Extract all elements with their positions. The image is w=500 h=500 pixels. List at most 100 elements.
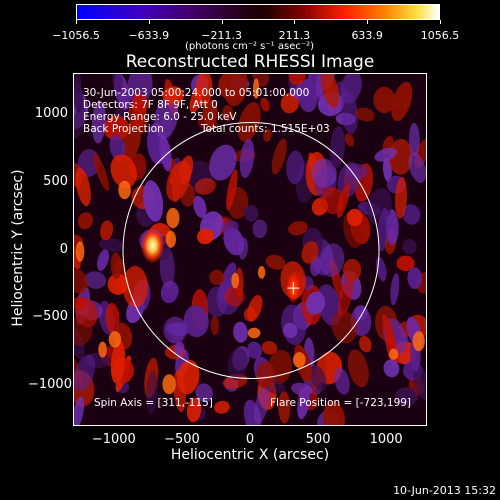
total-counts-text: Total counts: 1.515E+03 (201, 123, 330, 135)
texture-blob (93, 153, 110, 191)
texture-blob (186, 397, 202, 423)
texture-blob (74, 105, 86, 139)
texture-blob (74, 354, 96, 392)
texture-blob (382, 314, 397, 352)
texture-blob (407, 267, 423, 289)
texture-blob (239, 138, 255, 179)
x-tick-label: 500 (305, 432, 331, 447)
texture-blob (320, 74, 340, 109)
texture-blob (340, 90, 359, 135)
timestamp: 10-Jun-2013 15:32 (393, 484, 496, 497)
texture-blob (271, 138, 287, 175)
flare-position-text: Flare Position = [-723,199] (270, 397, 412, 409)
texture-blob (260, 97, 270, 112)
texture-blob (103, 115, 130, 141)
texture-blob (91, 100, 106, 144)
texture-blob (377, 207, 390, 252)
colorbar-tick-label: 1056.5 (420, 29, 460, 42)
texture-blob (209, 269, 225, 286)
texture-blob (111, 74, 123, 93)
texture-blob (311, 158, 337, 188)
texture-blob (162, 86, 185, 105)
texture-blob (183, 305, 209, 338)
texture-blob (288, 74, 306, 86)
texture-blob (74, 315, 93, 346)
texture-blob (209, 144, 237, 181)
colorbar-tick-label: −1056.5 (52, 29, 100, 42)
texture-blob (396, 255, 415, 272)
colorbar (76, 4, 440, 20)
texture-blob (74, 74, 82, 91)
texture-blob (173, 369, 186, 413)
texture-blob (210, 316, 220, 336)
y-axis-label: Heliocentric Y (arcsec) (10, 169, 26, 327)
colorbar-tick-mark (221, 20, 223, 24)
texture-blob (359, 335, 372, 353)
source-high (140, 227, 165, 264)
texture-blob (391, 81, 413, 122)
texture-blob (306, 291, 326, 315)
texture-blob (131, 94, 149, 114)
texture-blob (278, 391, 291, 424)
texture-blob (402, 238, 417, 255)
texture-blob (100, 220, 114, 241)
texture-highlight (162, 374, 176, 395)
texture-highlight (75, 241, 85, 262)
texture-blob (263, 128, 272, 142)
x-tick-label: 1000 (369, 432, 403, 447)
texture-blob (337, 162, 361, 198)
texture-blob (127, 74, 153, 106)
texture-blob (408, 122, 420, 157)
x-tick-label: −1000 (91, 432, 136, 447)
texture-highlight (165, 230, 176, 248)
texture-blob (223, 74, 248, 107)
texture-highlight (293, 352, 306, 368)
texture-blob (75, 167, 91, 207)
time-range-text: 30-Jun-2003 05:00:24.000 to 05:01:00.000 (83, 87, 310, 99)
texture-highlight (257, 266, 266, 279)
texture-highlight (231, 272, 240, 289)
texture-blob (374, 147, 398, 162)
texture-highlight (412, 331, 425, 352)
texture-blob (323, 401, 345, 425)
colorbar-tick-mark (148, 20, 150, 24)
texture-blob (344, 133, 355, 147)
texture-blob (74, 246, 81, 270)
y-tick-label: 0 (59, 241, 68, 257)
colorbar-tick-label: −633.9 (128, 29, 170, 42)
texture-blob (154, 96, 179, 139)
rhessi-image (74, 74, 426, 425)
texture-blob (336, 183, 350, 218)
texture-blob (301, 241, 319, 264)
texture-blob (223, 227, 245, 256)
texture-blob (286, 150, 305, 185)
texture-blob (214, 400, 230, 414)
colorbar-units: (photons cm⁻² s⁻¹ asec⁻²) (185, 41, 315, 52)
texture-blob (337, 276, 354, 317)
texture-blob (237, 102, 261, 142)
x-axis-label: Heliocentric X (arcsec) (170, 447, 330, 463)
texture-blob (297, 386, 310, 420)
texture-blob (256, 361, 275, 389)
texture-blob (298, 78, 318, 113)
texture-blob (383, 359, 400, 378)
texture-blob (220, 220, 239, 234)
colorbar-tick-mark (76, 20, 77, 24)
texture-blob (163, 316, 187, 344)
colorbar-tick-label: −211.3 (201, 29, 242, 42)
texture-blob (355, 107, 375, 122)
texture-blob (74, 396, 85, 425)
texture-highlight (166, 207, 180, 229)
plot-area[interactable]: 30-Jun-2003 05:00:24.000 to 05:01:00.000… (73, 73, 427, 426)
texture-blob (310, 365, 327, 392)
detectors-text: Detectors: 7F 8F 9F, Att 0 (83, 99, 218, 111)
texture-blob (346, 208, 363, 227)
texture-blob (222, 105, 234, 122)
spin-axis-text: Spin Axis = [311,-115] (94, 397, 213, 409)
texture-blob (331, 310, 358, 344)
texture-blob (233, 321, 248, 343)
y-tick-label: 500 (43, 173, 68, 189)
texture-blob (334, 367, 350, 395)
y-tick-label: 1000 (34, 105, 68, 121)
texture-blob (110, 154, 137, 188)
